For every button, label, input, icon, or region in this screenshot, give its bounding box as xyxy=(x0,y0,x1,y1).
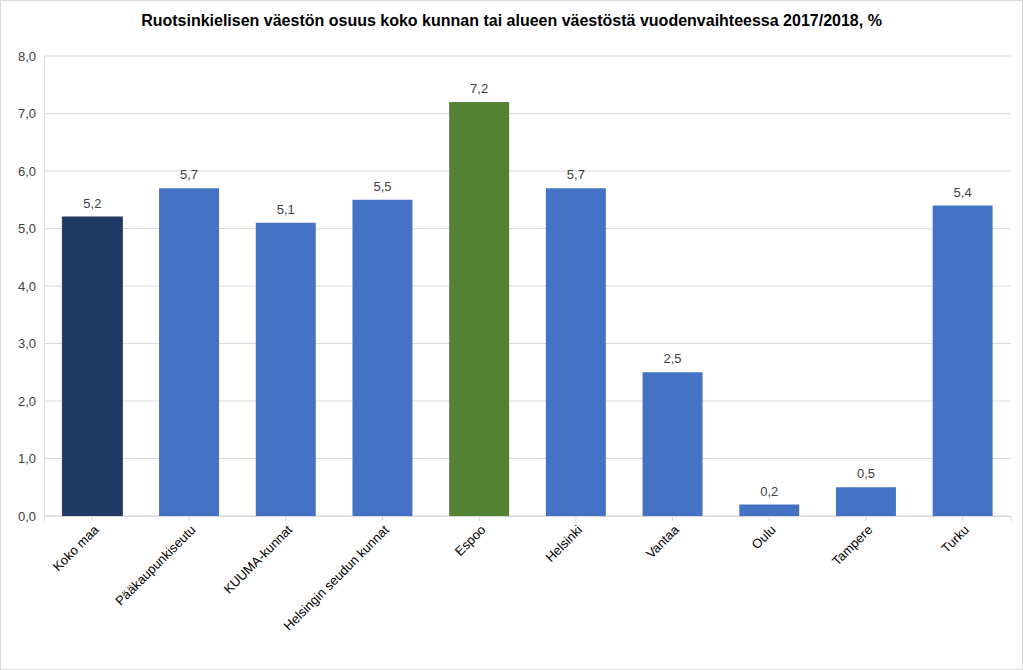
chart-frame xyxy=(1,1,1023,670)
bar xyxy=(836,487,896,516)
y-tick-label: 4,0 xyxy=(18,279,36,294)
y-tick-label: 8,0 xyxy=(18,49,36,64)
y-tick: 0,0 xyxy=(18,509,44,524)
bars xyxy=(62,102,992,516)
y-axis: 0,0 1,0 2,0 3,0 4,0 5,0 6,0 7,0 8,0 xyxy=(18,49,45,524)
x-tick-label: Koko maa xyxy=(50,522,103,575)
x-tick: Helsinki xyxy=(542,516,585,565)
y-tick: 6,0 xyxy=(18,164,44,179)
y-tick: 3,0 xyxy=(18,336,44,351)
y-tick: 7,0 xyxy=(18,106,44,121)
x-tick-mark xyxy=(479,516,480,521)
x-tick: Vantaa xyxy=(643,516,683,561)
data-labels: 5,2 5,7 5,1 5,5 7,2 5,7 2,5 0,2 0,5 5,4 xyxy=(83,81,971,499)
chart: Ruotsinkielisen väestön osuus koko kunna… xyxy=(0,0,1023,670)
title: Ruotsinkielisen väestön osuus koko kunna… xyxy=(141,12,882,29)
y-tick-label: 5,0 xyxy=(18,221,36,236)
x-axis: Koko maaPääkaupunkiseutuKUUMA-kunnatHels… xyxy=(45,516,1012,633)
bar xyxy=(739,505,799,517)
y-tick-label: 3,0 xyxy=(18,336,36,351)
bar xyxy=(933,206,993,517)
grid-line xyxy=(44,113,1011,114)
y-tick-label: 1,0 xyxy=(18,451,36,466)
x-tick-mark xyxy=(382,516,383,521)
bar xyxy=(546,188,606,516)
x-tick-label: Vantaa xyxy=(643,522,683,562)
x-tick-label: Oulu xyxy=(749,522,779,552)
y-tick: 2,0 xyxy=(18,394,44,409)
y-tick: 8,0 xyxy=(18,49,44,64)
x-tick-label: Helsinki xyxy=(542,522,585,565)
data-label: 5,7 xyxy=(180,167,198,182)
x-tick: Pääkaupunkiseutu xyxy=(112,516,198,608)
x-axis-line xyxy=(45,517,1012,522)
data-label: 5,2 xyxy=(83,196,101,211)
x-tick-mark xyxy=(92,516,93,521)
y-tick-label: 6,0 xyxy=(18,164,36,179)
y-tick-label: 2,0 xyxy=(18,394,36,409)
y-tick-label: 7,0 xyxy=(18,106,36,121)
x-tick: Oulu xyxy=(749,516,779,552)
grid-line xyxy=(44,56,1011,57)
x-tick-mark xyxy=(672,516,673,521)
bar xyxy=(643,372,703,516)
data-label: 0,2 xyxy=(760,484,778,499)
bar xyxy=(449,102,509,516)
data-label: 2,5 xyxy=(664,351,682,366)
x-tick-mark xyxy=(189,516,190,521)
data-label: 5,1 xyxy=(277,202,295,217)
y-tick: 4,0 xyxy=(18,279,44,294)
y-axis-line xyxy=(44,57,45,517)
bar xyxy=(62,217,122,516)
x-tick: Helsingin seudun kunnat xyxy=(281,516,393,633)
x-tick: Tampere xyxy=(829,516,875,569)
bar xyxy=(352,200,412,516)
grid xyxy=(44,56,1011,516)
x-tick-mark xyxy=(769,516,770,521)
x-tick: KUUMA-kunnat xyxy=(221,516,296,597)
x-tick-label: Turku xyxy=(938,522,972,556)
y-tick-label: 0,0 xyxy=(18,509,36,524)
data-label: 5,4 xyxy=(954,185,972,200)
x-tick-label: Helsingin seudun kunnat xyxy=(281,522,393,634)
x-tick-label: Pääkaupunkiseutu xyxy=(112,522,198,608)
data-label: 5,7 xyxy=(567,167,585,182)
x-tick: Turku xyxy=(938,516,972,556)
x-tick-label: Tampere xyxy=(829,522,875,568)
data-label: 0,5 xyxy=(857,466,875,481)
data-label: 7,2 xyxy=(470,81,488,96)
x-tick-label: Espoo xyxy=(452,522,489,559)
x-tick-mark xyxy=(285,516,286,521)
y-tick: 1,0 xyxy=(18,451,44,466)
y-tick: 5,0 xyxy=(18,221,44,236)
x-tick-mark xyxy=(865,516,866,521)
x-tick-mark xyxy=(575,516,576,521)
x-tick: Espoo xyxy=(452,516,489,559)
x-tick-label: KUUMA-kunnat xyxy=(221,522,296,597)
data-label: 5,5 xyxy=(373,179,391,194)
bar xyxy=(159,188,219,516)
x-tick: Koko maa xyxy=(50,516,103,574)
x-tick-mark xyxy=(962,516,963,521)
bar xyxy=(256,223,316,516)
